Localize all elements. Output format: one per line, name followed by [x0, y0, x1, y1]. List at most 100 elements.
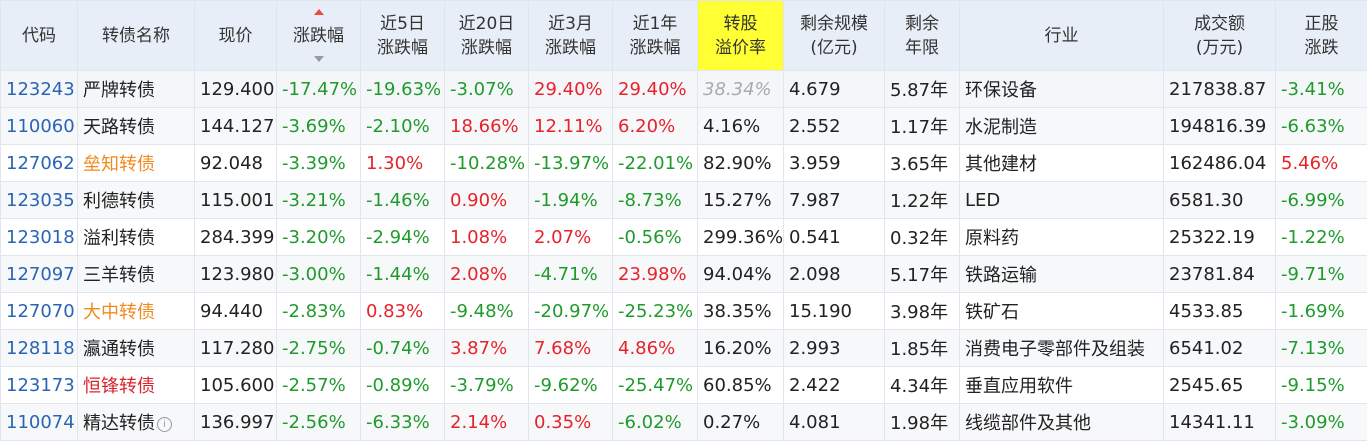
bond-code-link[interactable]: 128118 [0, 329, 78, 367]
bond-name[interactable]: 垒知转债 [77, 144, 195, 182]
industry-cell: LED [959, 181, 1164, 219]
chg20d-cell: 3.87% [444, 329, 529, 367]
industry-cell: 铁路运输 [959, 255, 1164, 293]
header-name[interactable]: 转债名称 [77, 0, 195, 71]
chg3m-cell: 29.40% [528, 70, 613, 108]
chg1y-cell: 29.40% [612, 70, 698, 108]
price-cell: 115.001 [194, 181, 277, 219]
bond-name[interactable]: 大中转债 [77, 292, 195, 330]
header-stock-chg-line2: 涨跌 [1304, 37, 1339, 58]
industry-cell: 环保设备 [959, 70, 1164, 108]
chg1y-cell: -0.56% [612, 218, 698, 256]
premium-cell: 16.20% [697, 329, 784, 367]
info-icon[interactable]: i [157, 416, 172, 432]
change-cell: -3.00% [276, 255, 361, 293]
table-row: 128118 瀛通转债 117.280 -2.75% -0.74% 3.87% … [0, 329, 1367, 367]
chg5d-cell: -0.74% [360, 329, 445, 367]
chg20d-cell: 18.66% [444, 107, 529, 145]
header-volume-line1: 成交额 [1194, 13, 1245, 34]
scale-cell: 2.993 [783, 329, 885, 367]
header-change-label: 涨跌幅 [293, 25, 344, 46]
premium-cell: 38.34% [697, 70, 784, 108]
bond-code-link[interactable]: 123243 [0, 70, 78, 108]
header-premium[interactable]: 转股 溢价率 [697, 0, 784, 71]
bond-name[interactable]: 恒锋转债 [77, 366, 195, 404]
header-change-sorted[interactable]: 涨跌幅 [276, 0, 361, 71]
scale-cell: 0.541 [783, 218, 885, 256]
volume-cell: 6581.30 [1163, 181, 1276, 219]
years-cell: 1.17年 [884, 107, 960, 145]
header-chg20d[interactable]: 近20日涨跌幅 [444, 0, 529, 71]
chg5d-cell: 1.30% [360, 144, 445, 182]
chg5d-cell: 0.83% [360, 292, 445, 330]
chg5d-cell: -1.44% [360, 255, 445, 293]
price-cell: 94.440 [194, 292, 277, 330]
bond-name-cell[interactable]: 精达转债 i [77, 403, 195, 441]
volume-cell: 162486.04 [1163, 144, 1276, 182]
chg5d-cell: -1.46% [360, 181, 445, 219]
volume-cell: 2545.65 [1163, 366, 1276, 404]
bond-name[interactable]: 严牌转债 [77, 70, 195, 108]
bond-name[interactable]: 三羊转债 [77, 255, 195, 293]
header-chg1y-line2: 涨跌幅 [629, 37, 681, 58]
chg20d-cell: 1.08% [444, 218, 529, 256]
chg20d-cell: -3.79% [444, 366, 529, 404]
volume-cell: 23781.84 [1163, 255, 1276, 293]
header-chg20d-line2: 涨跌幅 [461, 37, 512, 58]
chg3m-cell: 2.07% [528, 218, 613, 256]
header-code[interactable]: 代码 [0, 0, 78, 71]
years-cell: 3.98年 [884, 292, 960, 330]
stock-chg-cell: -9.15% [1275, 366, 1367, 404]
bond-code-link[interactable]: 127070 [0, 292, 78, 330]
bond-code-link[interactable]: 123018 [0, 218, 78, 256]
scale-cell: 15.190 [783, 292, 885, 330]
industry-cell: 消费电子零部件及组装 [959, 329, 1164, 367]
stock-chg-cell: -1.22% [1275, 218, 1367, 256]
header-chg5d[interactable]: 近5日 涨跌幅 [360, 0, 445, 71]
price-cell: 123.980 [194, 255, 277, 293]
bond-code-link[interactable]: 110074 [0, 403, 78, 441]
chg1y-cell: 4.86% [612, 329, 698, 367]
change-cell: -3.20% [276, 218, 361, 256]
years-cell: 5.17年 [884, 255, 960, 293]
header-scale-line1: 剩余规模 [800, 13, 868, 34]
premium-cell: 4.16% [697, 107, 784, 145]
header-row: 代码 转债名称 现价 涨跌幅 近5日 涨跌幅 近20日 涨跌幅 近3月 涨跌幅 近1年… [0, 0, 1367, 71]
header-chg3m-line1: 近3月 [548, 13, 593, 34]
bond-name[interactable]: 溢利转债 [77, 218, 195, 256]
header-stock-chg[interactable]: 正股 涨跌 [1275, 0, 1367, 71]
scale-cell: 7.987 [783, 181, 885, 219]
header-industry[interactable]: 行业 [959, 0, 1164, 71]
volume-cell: 4533.85 [1163, 292, 1276, 330]
bond-name[interactable]: 利德转债 [77, 181, 195, 219]
header-chg3m[interactable]: 近3月 涨跌幅 [528, 0, 613, 71]
bond-code-link[interactable]: 110060 [0, 107, 78, 145]
bond-code-link[interactable]: 123035 [0, 181, 78, 219]
table-row: 123018 溢利转债 284.399 -3.20% -2.94% 1.08% … [0, 218, 1367, 256]
sort-asc-icon [313, 9, 324, 15]
header-scale[interactable]: 剩余规模 (亿元) [783, 0, 885, 71]
chg20d-cell: 2.08% [444, 255, 529, 293]
change-cell: -2.75% [276, 329, 361, 367]
industry-cell: 铁矿石 [959, 292, 1164, 330]
chg3m-cell: -4.71% [528, 255, 613, 293]
stock-chg-cell: 5.46% [1275, 144, 1367, 182]
table-row: 123035 利德转债 115.001 -3.21% -1.46% 0.90% … [0, 181, 1367, 219]
change-cell: -3.69% [276, 107, 361, 145]
bond-code-link[interactable]: 127062 [0, 144, 78, 182]
chg5d-cell: -19.63% [360, 70, 445, 108]
scale-cell: 2.098 [783, 255, 885, 293]
bond-code-link[interactable]: 123173 [0, 366, 78, 404]
header-price[interactable]: 现价 [194, 0, 277, 71]
chg20d-cell: 0.90% [444, 181, 529, 219]
industry-cell: 水泥制造 [959, 107, 1164, 145]
industry-cell: 线缆部件及其他 [959, 403, 1164, 441]
header-volume[interactable]: 成交额 (万元) [1163, 0, 1276, 71]
bond-code-link[interactable]: 127097 [0, 255, 78, 293]
header-chg20d-line1: 近20日 [458, 13, 515, 34]
bond-name[interactable]: 天路转债 [77, 107, 195, 145]
header-chg1y[interactable]: 近1年 涨跌幅 [612, 0, 698, 71]
bond-name[interactable]: 瀛通转债 [77, 329, 195, 367]
price-cell: 105.600 [194, 366, 277, 404]
header-years[interactable]: 剩余 年限 [884, 0, 960, 71]
